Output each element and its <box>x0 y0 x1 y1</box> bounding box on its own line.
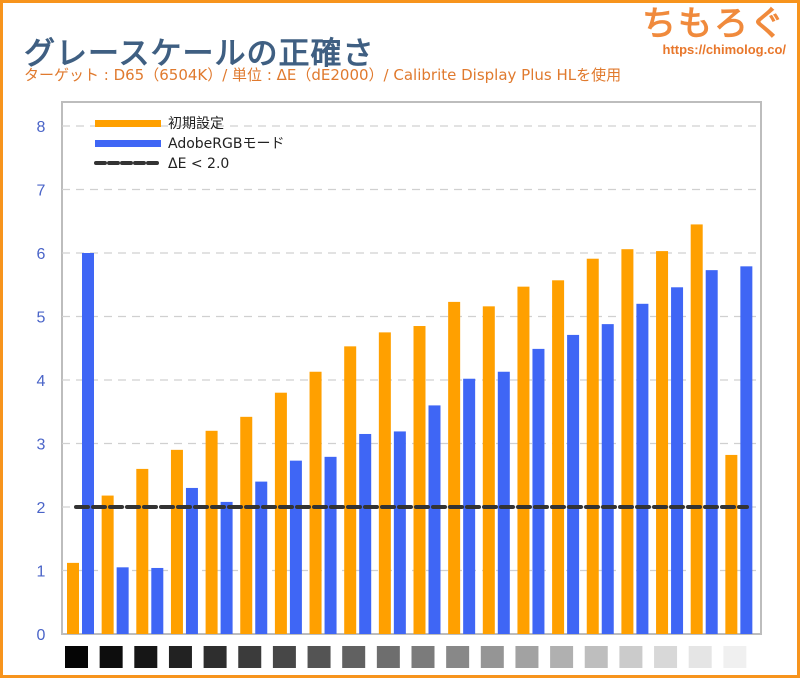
legend-swatch-default <box>95 120 161 127</box>
y-tick-label: 7 <box>37 183 46 200</box>
grayscale-swatch <box>584 646 608 668</box>
grayscale-swatch <box>550 646 574 668</box>
grayscale-swatch <box>411 646 435 668</box>
grayscale-swatch <box>203 646 227 668</box>
bar-adobergb <box>289 460 302 634</box>
watermark-logo: ちもろぐ <box>642 4 786 44</box>
bar-default <box>136 468 149 634</box>
y-tick-label: 3 <box>37 437 46 454</box>
bar-adobergb <box>324 456 337 634</box>
legend-label: AdobeRGBモード <box>168 136 284 152</box>
watermark: ちもろぐ https://chimolog.co/ <box>642 4 786 57</box>
legend-label: ΔE < 2.0 <box>168 156 229 172</box>
grayscale-swatch <box>619 646 643 668</box>
y-tick-label: 5 <box>37 310 46 327</box>
grayscale-swatch <box>515 646 539 668</box>
bar-adobergb <box>82 253 94 634</box>
bar-default <box>101 495 114 634</box>
y-tick-label: 4 <box>37 373 46 390</box>
chart-title: グレースケールの正確さ <box>24 36 375 72</box>
bar-default <box>656 251 669 634</box>
bar-adobergb <box>567 334 580 634</box>
chart-subtitle: ターゲット : D65（6504K）/ 単位 : ΔE（dE2000）/ Cal… <box>24 66 622 84</box>
bar-default <box>517 286 530 634</box>
bar-default <box>621 249 634 634</box>
y-tick-label: 8 <box>37 119 46 136</box>
watermark-url: https://chimolog.co/ <box>662 42 787 57</box>
y-tick-label: 0 <box>37 627 46 644</box>
bar-adobergb <box>740 266 753 634</box>
grayscale-swatch <box>342 646 366 668</box>
bar-default <box>725 454 738 634</box>
bar-default <box>413 326 426 634</box>
bar-adobergb <box>151 567 164 634</box>
grayscale-swatch <box>99 646 123 668</box>
y-tick-label: 6 <box>37 246 46 263</box>
grayscale-swatch <box>688 646 712 668</box>
bar-adobergb <box>359 433 372 634</box>
bar-default <box>690 224 703 635</box>
grayscale-swatch <box>134 646 158 668</box>
bar-default <box>274 392 287 634</box>
y-tick-label: 2 <box>37 500 46 517</box>
bar-adobergb <box>532 348 545 634</box>
grayscale-swatch <box>168 646 192 668</box>
bar-default <box>482 306 495 634</box>
bar-adobergb <box>671 287 684 634</box>
bar-adobergb <box>185 487 198 634</box>
grayscale-swatch <box>238 646 262 668</box>
legend-label: 初期設定 <box>168 115 224 132</box>
grayscale-swatch <box>654 646 678 668</box>
grayscale-swatch <box>446 646 470 668</box>
bar-adobergb <box>497 371 510 634</box>
bar-default <box>448 301 461 634</box>
legend-swatch-adobergb <box>95 140 161 147</box>
bar-adobergb <box>705 270 718 634</box>
bar-default <box>240 416 253 634</box>
bar-adobergb <box>116 567 129 634</box>
bar-default <box>586 258 599 634</box>
bar-adobergb <box>255 481 268 634</box>
grayscale-swatch <box>376 646 400 668</box>
grayscale-swatch <box>307 646 331 668</box>
grayscale-swatch <box>65 646 88 668</box>
bar-default <box>309 371 322 634</box>
bar-adobergb <box>393 431 406 634</box>
bar-default <box>552 280 565 634</box>
bar-default <box>344 346 357 634</box>
y-tick-label: 1 <box>37 564 46 581</box>
grayscale-swatch <box>480 646 504 668</box>
bar-adobergb <box>601 324 614 634</box>
bar-default <box>378 332 391 634</box>
grayscale-swatch <box>272 646 296 668</box>
grayscale-swatch <box>723 646 747 668</box>
bar-default <box>170 449 183 634</box>
bar-default <box>67 562 79 634</box>
bar-default <box>205 430 218 634</box>
bar-adobergb <box>220 501 233 634</box>
bar-adobergb <box>636 303 649 634</box>
bar-adobergb <box>428 405 441 634</box>
